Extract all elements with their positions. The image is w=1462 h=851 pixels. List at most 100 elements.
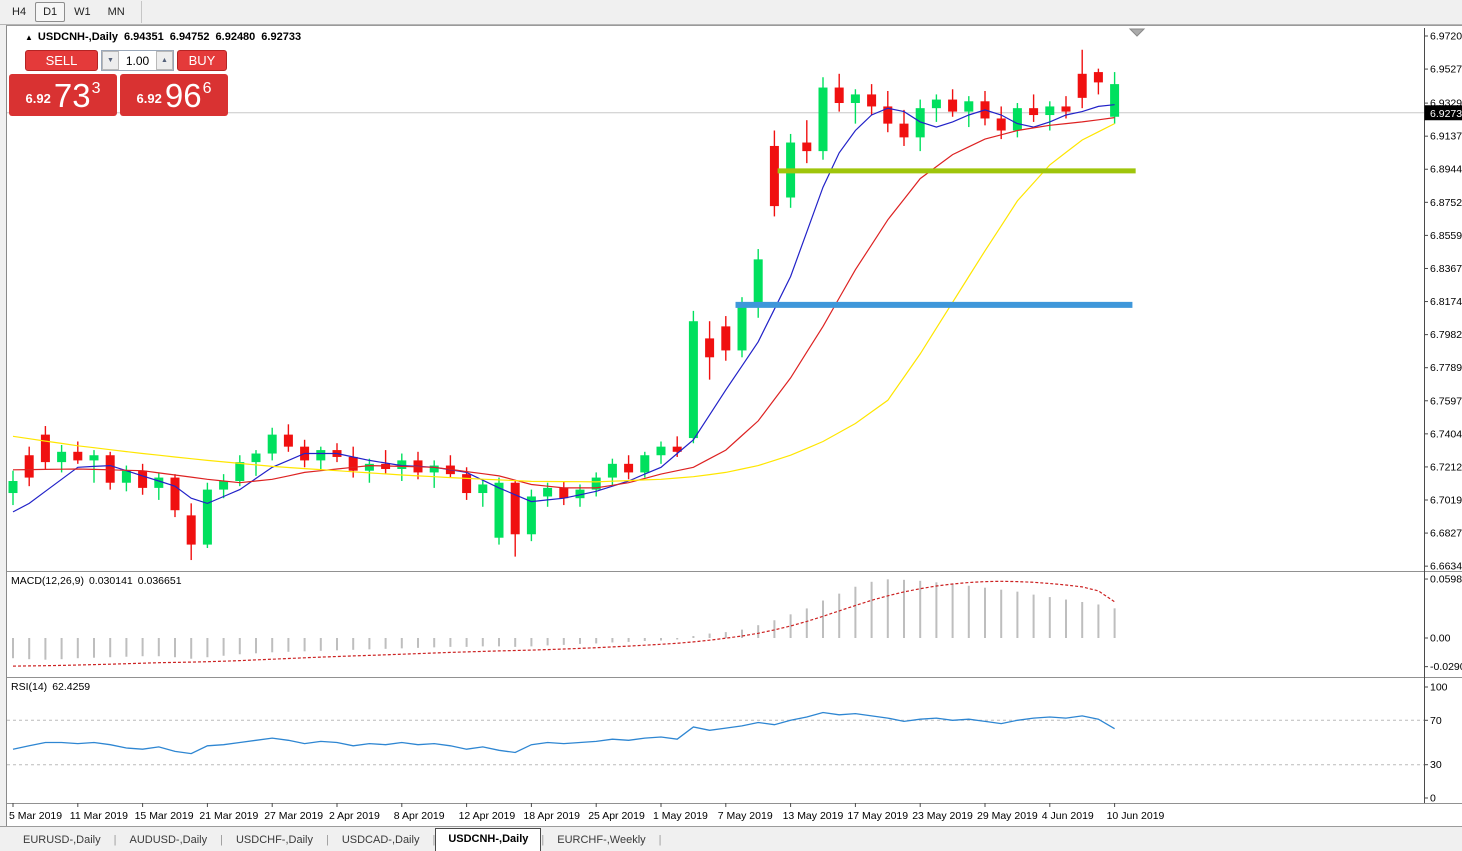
candle[interactable] [591,472,601,497]
candle[interactable] [397,453,407,482]
date-axis-label: 12 Apr 2019 [459,810,516,822]
ohlc-low: 6.92480 [215,31,256,43]
candle-body [624,463,634,473]
candle[interactable] [154,472,164,500]
volume-spinner: ▼ ▲ [101,50,174,71]
buy-button[interactable]: BUY [177,50,227,71]
chart-tab-usdcnh-daily[interactable]: USDCNH-,Daily [435,828,542,851]
price-axis-label: 6.89445 [1430,164,1462,176]
candle[interactable] [964,96,974,128]
candle[interactable] [931,94,941,122]
candle[interactable] [57,444,67,473]
candle[interactable] [705,321,715,380]
candle[interactable] [510,481,520,557]
macd-signal-value: 0.036651 [137,575,182,587]
candle[interactable] [348,446,358,478]
candle[interactable] [1029,94,1039,122]
candle-body [1061,106,1071,112]
candle[interactable] [267,427,277,461]
timeframe-button-d1[interactable]: D1 [35,2,66,22]
chart-tab-usdcad-daily[interactable]: USDCAD-,Daily [341,834,420,846]
tab-separator: | [113,834,117,846]
candle[interactable] [219,474,229,499]
candle[interactable] [688,310,698,444]
candle[interactable] [24,446,34,487]
candle[interactable] [996,106,1006,140]
candle[interactable] [478,479,488,507]
candle-body [283,434,293,447]
volume-increase-button[interactable]: ▲ [156,51,173,70]
candle[interactable] [138,463,148,495]
volume-decrease-button[interactable]: ▼ [102,51,119,70]
date-axis-label: 7 May 2019 [718,810,773,822]
chart-tab-usdchf-daily[interactable]: USDCHF-,Daily [235,834,313,846]
timeframe-button-mn[interactable]: MN [107,6,125,18]
candle[interactable] [105,451,115,490]
candle-body [24,455,34,478]
candle-body [818,87,828,152]
candle[interactable] [818,77,828,160]
candle[interactable] [170,474,180,518]
candle[interactable] [1012,103,1022,138]
chart-tab-eurchf-weekly[interactable]: EURCHF-,Weekly [557,834,646,846]
sell-price-tile[interactable]: 6.92 73 3 [9,74,117,116]
chart-tab-audusd-daily[interactable]: AUDUSD-,Daily [129,834,208,846]
timeframe-button-h4[interactable]: H4 [12,6,27,18]
candle[interactable] [1077,49,1087,109]
candle[interactable] [834,73,844,112]
date-axis-label: 5 Mar 2019 [9,810,62,822]
candle-body [850,94,860,104]
candle-body [672,446,682,452]
candle[interactable] [948,89,958,117]
candle[interactable] [364,458,374,483]
sell-button[interactable]: SELL [25,50,98,71]
timeframe-button-w1[interactable]: W1 [74,6,91,18]
candle[interactable] [40,426,50,469]
rsi-axis-label: 0 [1430,793,1436,805]
candle-body [867,94,877,107]
candle-body [1093,72,1103,83]
candle[interactable] [769,130,779,217]
candle[interactable] [867,84,877,116]
candle[interactable] [316,446,326,471]
candle[interactable] [251,450,261,476]
candle[interactable] [494,477,504,545]
candle-body [883,106,893,124]
candle[interactable] [640,451,650,478]
candle[interactable] [899,109,909,146]
chart-tab-eurusd-daily[interactable]: EURUSD-,Daily [23,834,101,846]
buy-price-tile[interactable]: 6.92 96 6 [120,74,228,116]
tab-separator: | [541,834,545,846]
price-axis-label: 6.77895 [1430,362,1462,374]
candle[interactable] [721,316,731,361]
candle[interactable] [202,482,212,549]
chart-shift-marker-icon[interactable] [1128,28,1146,37]
candle[interactable] [429,460,439,488]
volume-input[interactable] [119,51,156,70]
candle-body [267,434,277,454]
candle[interactable] [1110,72,1120,124]
candle[interactable] [283,424,293,452]
candle[interactable] [850,89,860,124]
date-axis-label: 21 Mar 2019 [199,810,258,822]
candle[interactable] [559,481,569,506]
candle[interactable] [1093,68,1103,95]
candle[interactable] [624,455,634,480]
candle[interactable] [8,470,18,506]
candle[interactable] [915,99,925,152]
candle[interactable] [656,441,666,464]
ohlc-close: 6.92733 [261,31,302,43]
candle[interactable] [802,120,812,164]
chart-canvas[interactable]: 6.972006.952756.932956.913706.894456.875… [7,26,1462,827]
candle[interactable] [526,489,536,542]
candle[interactable] [883,90,893,133]
macd-signal-line [12,580,1115,667]
candle-body [235,462,245,482]
ma-slow-yellow [12,123,1115,483]
chart-header: ▲ USDCNH-,Daily 6.94351 6.94752 6.92480 6.927… [25,31,301,43]
date-axis-label: 11 Mar 2019 [70,810,128,822]
collapse-arrow-icon[interactable]: ▲ [25,33,33,42]
candle-body [1077,73,1087,98]
candle[interactable] [186,503,196,561]
candle[interactable] [235,455,245,487]
